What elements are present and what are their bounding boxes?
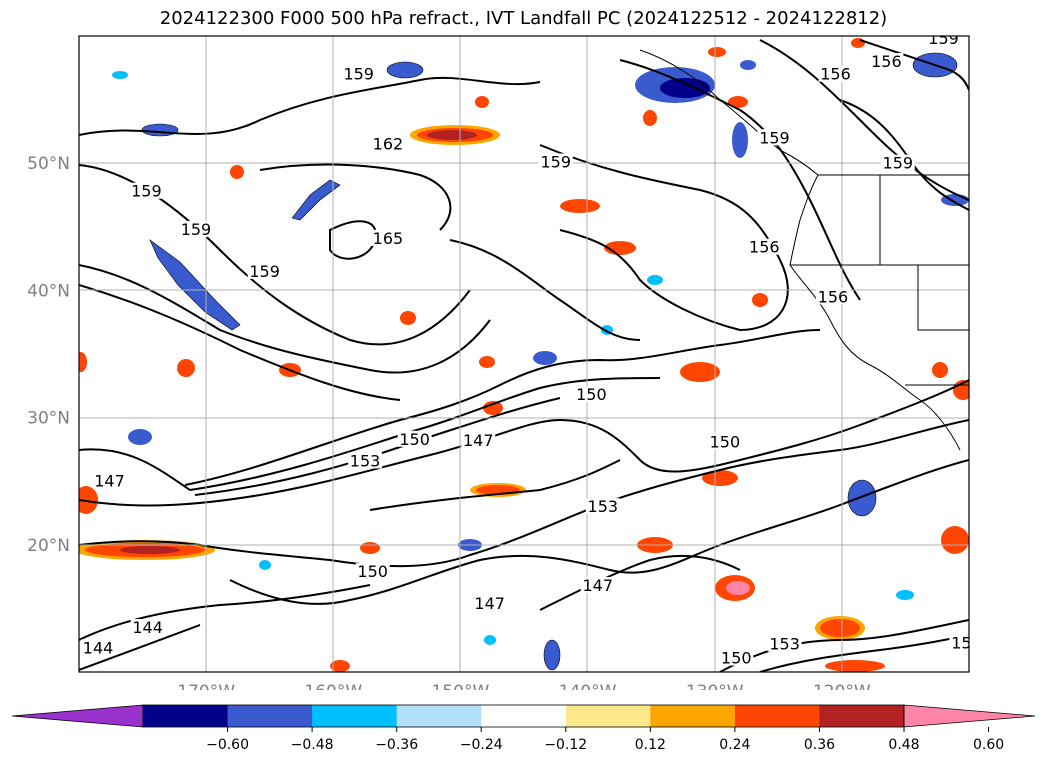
contour-label-bg [355,563,390,580]
contour-label-bg [538,153,573,170]
colorbar-tick-label: −0.60 [206,737,249,753]
contour-label-bg [949,634,969,651]
colorbar-segment [143,705,229,727]
colorbar-segment [650,705,736,727]
x-tick-label: 130°W [686,682,744,690]
contour-label: 150 [357,562,388,581]
contour-label-bg [461,432,496,449]
contour-label: 159 [131,182,162,201]
x-tick-label: 160°W [304,682,362,690]
contour-label: 150 [710,432,741,451]
contour-label: 159 [759,128,790,147]
chart-title: 2024122300 F000 500 hPa refract., IVT La… [159,8,888,29]
colorbar-tick-label: −0.36 [375,737,418,753]
colorbar-segment [396,705,482,727]
contour-label: 144 [83,638,114,657]
contour-label: 147 [94,472,125,491]
coastline [639,49,969,451]
contour-lines [79,39,969,672]
contour-label: 159 [249,262,280,281]
colorbar-tick-label: 0.24 [719,737,750,753]
y-tick-label: 50°N [27,154,70,174]
contour-label-bg [815,288,850,305]
colorbar-tick-label: 0.12 [635,737,666,753]
colorbar-tick-label: −0.12 [544,737,587,753]
contour-label: 147 [582,576,613,595]
y-tick-label: 40°N [27,281,70,301]
contour-label: 159 [928,29,959,48]
contour-label-bg [580,577,615,594]
contour-label-bg [926,36,961,47]
contour-label-bg [767,635,802,652]
y-axis-ticks: 50°N 40°N 30°N 20°N [27,154,70,556]
contour-label: 150 [721,649,752,668]
contour-label-bg [178,220,213,237]
colorbar-segment [481,705,567,727]
contour-label-bg [81,639,116,656]
contour-label: 156 [820,65,851,84]
contour-label: 150 [576,385,607,404]
contour-label-bg [707,433,742,450]
contour-label-bg [585,498,620,515]
contour-label: 153 [588,497,619,516]
contour-label-bg [348,452,383,469]
colorbar-tick-label: −0.48 [291,737,334,753]
contour-label-bg [818,65,853,82]
x-tick-label: 140°W [559,682,617,690]
colorbar-tick-label: −0.24 [460,737,503,753]
contour-label-bg [719,649,754,666]
colorbar-tick-label: 0.36 [804,737,835,753]
contour-label: 147 [463,431,494,450]
contour-label: 159 [343,65,374,84]
contour-label-bg [92,472,127,489]
contour-label: 156 [818,287,849,306]
contour-label: 159 [883,154,914,173]
contour-label-bg [247,262,282,279]
colorbar-tick-label: 0.60 [973,737,1004,753]
contour-label: 147 [474,594,505,613]
colorbar-outline [142,704,905,728]
contour-label: 165 [373,229,404,248]
plot-area [79,36,969,672]
contour-label: 159 [181,220,212,239]
map-plot: 159 156 156 159 162 159 159 159 159 159 159 165 156 1… [27,29,971,690]
colorbar-extend-high [903,704,1036,728]
contour-label-bg [370,135,405,152]
contour-label-bg [574,386,609,403]
colorbar-segment [565,705,651,727]
contour-label-bg [129,182,164,199]
x-tick-label: 120°W [813,682,871,690]
contour-label-bg [130,619,165,636]
contour-label-bg [880,154,915,171]
plot-frame [78,35,970,673]
colorbar-extend-low [11,704,144,728]
colorbar-segment [227,705,313,727]
contour-label: 156 [871,52,902,71]
contour-label: 153 [769,635,800,654]
colorbar-segment [734,705,820,727]
contour-label-bg [747,238,782,255]
y-tick-label: 20°N [27,536,70,556]
contour-label: 144 [132,618,163,637]
contour-labels: 159 156 156 159 162 159 159 159 159 159 159 165 156 1… [81,29,971,668]
contour-label-bg [370,229,405,246]
contour-label-bg [341,65,376,82]
contour-label: 156 [749,238,780,257]
colorbar-segment [819,705,905,727]
contour-label-bg [757,129,792,146]
contour-label-bg [869,52,904,69]
y-tick-label: 30°N [27,409,70,429]
contour-label: 162 [373,135,404,154]
contour-label: 153 [350,451,381,470]
x-axis-ticks: 170°W 160°W 150°W 140°W 130°W 120°W [177,682,871,690]
contour-label-bg [397,430,432,447]
x-tick-label: 170°W [177,682,235,690]
contour-label: 150 [399,430,430,449]
colorbar-segment [312,705,398,727]
contour-label: 159 [541,152,572,171]
contour-label-bg [472,594,507,611]
x-tick-label: 150°W [432,682,490,690]
contour-label: 15 [951,633,971,652]
colorbar-tick-label: 0.48 [888,737,919,753]
